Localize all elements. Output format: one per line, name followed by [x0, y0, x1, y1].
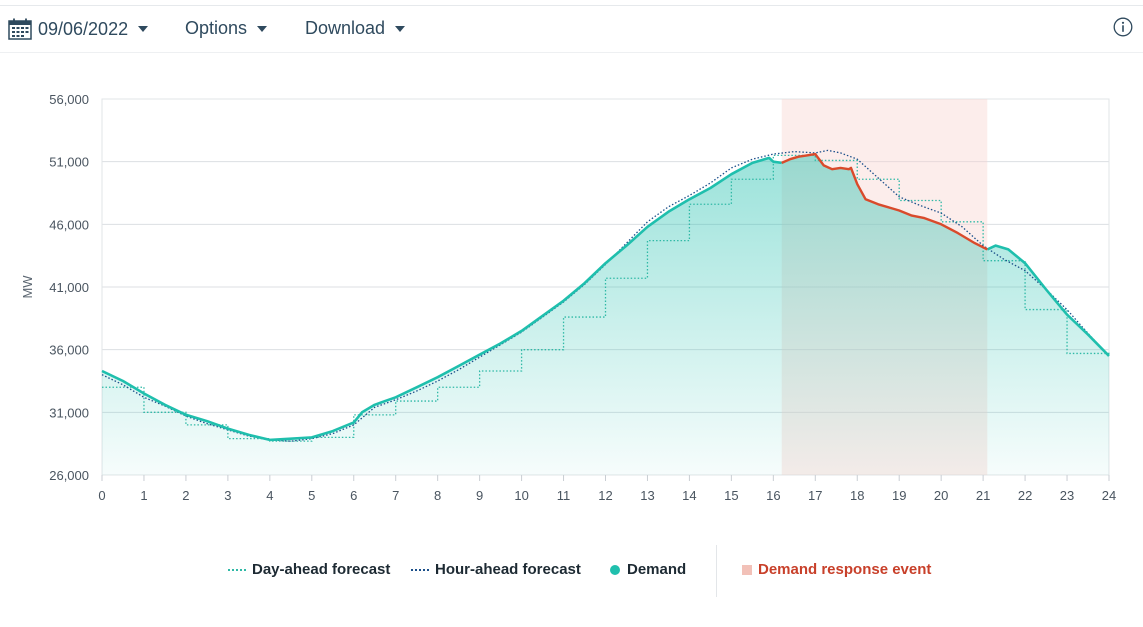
x-tick-label: 10 [514, 488, 528, 503]
y-tick-label: 46,000 [49, 217, 89, 232]
legend-item-demand[interactable]: Demand [610, 561, 686, 578]
legend-item-hour-ahead[interactable]: Hour-ahead forecast [411, 561, 581, 578]
chevron-down-icon [138, 26, 149, 32]
x-tick-label: 16 [766, 488, 780, 503]
hour-ahead-forecast-line [101, 149, 1110, 442]
x-tick-label: 5 [308, 488, 315, 503]
info-icon[interactable] [1113, 17, 1133, 37]
options-label: Options [185, 18, 248, 38]
x-tick-label: 6 [350, 488, 357, 503]
options-menu-button[interactable]: Options [185, 18, 268, 39]
dotted-line-icon [228, 568, 246, 571]
legend-item-event[interactable]: Demand response event [742, 561, 931, 578]
x-tick-label: 12 [598, 488, 612, 503]
x-tick-label: 19 [892, 488, 906, 503]
legend-label: Hour-ahead forecast [435, 561, 581, 578]
dotted-line-icon [411, 568, 429, 571]
x-tick-label: 8 [434, 488, 441, 503]
legend-divider [716, 545, 717, 597]
x-tick-label: 0 [98, 488, 105, 503]
x-tick-label: 14 [682, 488, 696, 503]
y-tick-label: 56,000 [49, 92, 89, 107]
legend-item-day-ahead[interactable]: Day-ahead forecast [228, 561, 390, 578]
y-tick-label: 26,000 [49, 468, 89, 483]
date-value: 09/06/2022 [38, 18, 129, 39]
x-tick-label: 7 [392, 488, 399, 503]
download-menu-button[interactable]: Download [305, 18, 406, 39]
legend-label: Demand [627, 561, 687, 578]
y-tick-label: 31,000 [49, 405, 89, 420]
legend-label: Demand response event [758, 561, 932, 578]
demand-chart: 26,000 31,000 36,000 41,000 46,000 51,000 56,0… [20, 92, 1116, 503]
demand-line [101, 156, 1110, 442]
chevron-down-icon [257, 25, 268, 32]
x-tick-label: 23 [1060, 488, 1074, 503]
x-tick-label: 13 [640, 488, 654, 503]
square-icon [742, 564, 752, 575]
x-tick-label: 24 [1102, 488, 1116, 503]
x-tick-label: 22 [1018, 488, 1032, 503]
legend: Day-ahead forecast Hour-ahead forecast D… [0, 561, 1143, 581]
chevron-down-icon [395, 25, 406, 32]
x-tick-label: 1 [140, 488, 147, 503]
x-tick-label: 21 [976, 488, 990, 503]
legend-label: Day-ahead forecast [252, 561, 391, 578]
x-tick-label: 4 [266, 488, 273, 503]
x-tick-label: 17 [808, 488, 822, 503]
x-tick-label: 3 [224, 488, 231, 503]
axes: 26,000 31,000 36,000 41,000 46,000 51,000 56,0… [49, 92, 1116, 503]
toolbar: 09/06/2022 Options Download [0, 6, 1143, 53]
demand-area [102, 154, 1109, 475]
x-tick-label: 9 [476, 488, 483, 503]
x-tick-label: 15 [724, 488, 738, 503]
y-axis-label: MW [20, 275, 35, 299]
circle-icon [610, 564, 620, 575]
x-tick-label: 2 [182, 488, 189, 503]
y-tick-label: 36,000 [49, 343, 89, 358]
date-picker[interactable]: 09/06/2022 [8, 18, 149, 40]
calendar-icon [8, 18, 32, 40]
download-label: Download [305, 18, 386, 38]
top-border [0, 5, 1143, 6]
y-tick-label: 51,000 [49, 155, 89, 170]
x-tick-label: 18 [850, 488, 864, 503]
demand-response-line [781, 152, 988, 251]
x-tick-label: 20 [934, 488, 948, 503]
y-tick-label: 41,000 [49, 280, 89, 295]
x-tick-label: 11 [557, 488, 571, 503]
